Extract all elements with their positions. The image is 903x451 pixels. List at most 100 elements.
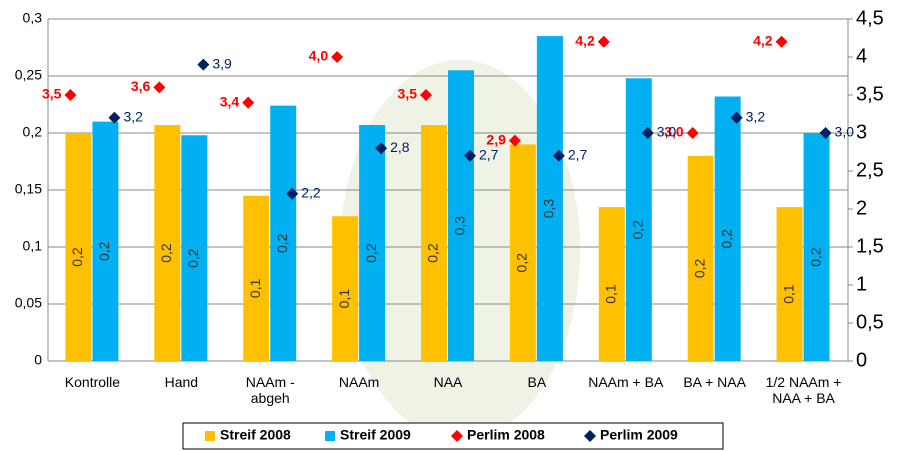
bar-value-label: 0,3	[541, 199, 557, 219]
marker	[153, 81, 166, 94]
y2-tick-label: 0,5	[856, 311, 884, 333]
marker-value-label: 2,7	[479, 147, 499, 163]
bar	[332, 216, 359, 361]
y-tick-label: 0	[34, 352, 42, 368]
y2-tick-label: 3	[856, 121, 867, 143]
y2-tick-label: 0	[856, 349, 867, 371]
y-tick-label: 0,15	[15, 181, 42, 197]
bar-value-label: 0,2	[807, 247, 823, 267]
marker	[108, 111, 121, 124]
bar	[421, 125, 447, 362]
marker-value-label: 4,2	[575, 33, 595, 49]
legend-swatch	[325, 431, 335, 441]
bar-value-label: 0,2	[425, 243, 441, 263]
bar	[92, 121, 119, 361]
marker	[420, 89, 432, 101]
bar	[65, 133, 92, 361]
bar	[598, 207, 625, 361]
marker	[552, 149, 565, 162]
marker-value-label: 3,2	[123, 109, 143, 125]
x-tick-label: BA + NAA	[683, 374, 746, 390]
x-tick-label: 1/2 NAAm + NAA + BA	[765, 374, 842, 406]
marker	[375, 142, 388, 155]
bar	[359, 125, 386, 362]
marker	[331, 51, 344, 63]
y-tick-label: 0,25	[15, 67, 42, 83]
marker	[508, 134, 521, 147]
marker	[64, 89, 77, 101]
legend-label: Streif 2008	[220, 427, 291, 443]
legend-swatch	[451, 430, 463, 442]
y-tick-label: 0,3	[23, 10, 43, 26]
x-tick-label: NAAm - abgeh	[245, 374, 295, 406]
y2-tick-label: 4	[856, 45, 867, 67]
legend-label: Perlim 2009	[600, 427, 678, 443]
marker-value-label: 3,5	[398, 86, 418, 102]
marker-value-label: 3,2	[746, 109, 766, 125]
bar-value-label: 0,2	[69, 247, 85, 267]
legend-label: Perlim 2008	[467, 427, 545, 443]
bar	[803, 133, 830, 361]
marker-value-label: 3,0	[664, 124, 684, 140]
marker	[286, 187, 299, 200]
marker-value-label: 4,0	[309, 48, 329, 64]
bar	[270, 105, 297, 361]
y-tick-label: 0,2	[23, 124, 43, 140]
marker-value-label: 2,9	[486, 131, 506, 147]
x-tick-label: BA	[527, 374, 547, 390]
y2-tick-label: 1	[856, 273, 867, 295]
bar-value-label: 0,2	[158, 243, 174, 263]
marker-value-label: 3,5	[42, 86, 62, 102]
marker-value-label: 2,2	[301, 185, 321, 201]
bar-value-label: 0,1	[602, 284, 618, 304]
bar-value-label: 0,1	[780, 284, 796, 304]
bar-value-label: 0,1	[336, 289, 352, 309]
bar-value-label: 0,3	[452, 216, 468, 236]
marker	[464, 149, 476, 162]
bar-value-label: 0,1	[247, 278, 263, 298]
bar-value-label: 0,2	[96, 241, 112, 261]
y2-tick-label: 2	[856, 197, 867, 219]
marker	[597, 35, 610, 48]
marker-value-label: 3,9	[212, 55, 232, 71]
marker	[686, 127, 699, 139]
bar	[243, 195, 270, 361]
marker	[197, 58, 210, 71]
bar-value-label: 0,2	[691, 258, 707, 278]
bar-value-label: 0,2	[185, 248, 201, 268]
marker-value-label: 3,6	[131, 78, 151, 94]
bar-value-label: 0,2	[514, 253, 530, 273]
marker	[730, 111, 743, 124]
marker-value-label: 2,7	[568, 147, 588, 163]
y-tick-label: 0,05	[15, 295, 42, 311]
legend-swatch	[584, 430, 596, 442]
y-tick-label: 0,1	[23, 238, 43, 254]
bar	[509, 144, 536, 361]
legend-label: Streif 2009	[340, 427, 411, 443]
bar	[448, 70, 474, 362]
y2-tick-label: 2,5	[856, 159, 884, 181]
y2-tick-label: 4,5	[856, 7, 884, 29]
marker-value-label: 4,2	[753, 33, 773, 49]
x-tick-label: NAAm + BA	[588, 374, 664, 390]
marker	[641, 127, 654, 139]
marker	[819, 127, 832, 139]
marker	[775, 35, 788, 48]
bar-value-label: 0,2	[274, 233, 290, 253]
bar-value-label: 0,2	[629, 220, 645, 240]
x-tick-label: Kontrolle	[64, 374, 121, 390]
marker-value-label: 2,8	[390, 139, 410, 155]
marker-value-label: 3,0	[657, 124, 677, 140]
bar	[714, 96, 741, 362]
bar-value-label: 0,2	[363, 243, 379, 263]
marker-value-label: 3,0	[835, 124, 855, 140]
bar	[687, 155, 714, 361]
x-tick-label: NAA	[433, 374, 463, 390]
y2-tick-label: 1,5	[856, 235, 884, 257]
marker	[242, 96, 255, 109]
bar	[154, 125, 181, 362]
bar	[625, 78, 652, 361]
y2-tick-label: 3,5	[856, 83, 884, 105]
